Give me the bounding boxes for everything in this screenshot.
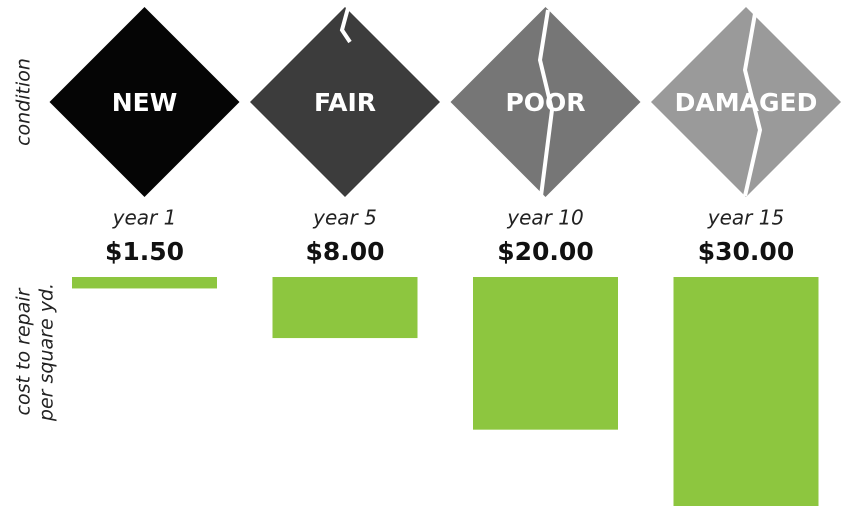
period-label: year 5 xyxy=(312,206,377,230)
condition-label: FAIR xyxy=(314,88,376,117)
condition-diamond xyxy=(450,7,641,197)
condition-label: condition xyxy=(13,58,35,146)
value-label: $20.00 xyxy=(497,237,593,266)
y-axis-label: per square yd. xyxy=(36,283,58,422)
period-label: year 15 xyxy=(707,206,784,230)
value-label: $8.00 xyxy=(305,237,384,266)
crack xyxy=(742,7,763,197)
condition-label: NEW xyxy=(112,88,178,117)
value-label: $1.50 xyxy=(105,237,184,266)
condition-label: DAMAGED xyxy=(675,88,818,117)
period-label: year 1 xyxy=(112,206,177,230)
bar xyxy=(673,277,819,506)
bar xyxy=(473,277,618,430)
condition-diamond xyxy=(49,7,240,197)
crack xyxy=(537,9,555,197)
y-axis-label: cost to repair xyxy=(13,287,35,415)
condition-label: POOR xyxy=(505,88,585,117)
condition-diamond xyxy=(651,7,841,197)
period-label: year 10 xyxy=(506,206,583,230)
bar xyxy=(72,277,217,289)
crack xyxy=(339,7,352,44)
bar xyxy=(272,277,418,339)
value-label: $30.00 xyxy=(698,237,794,266)
condition-diamond xyxy=(250,7,440,197)
